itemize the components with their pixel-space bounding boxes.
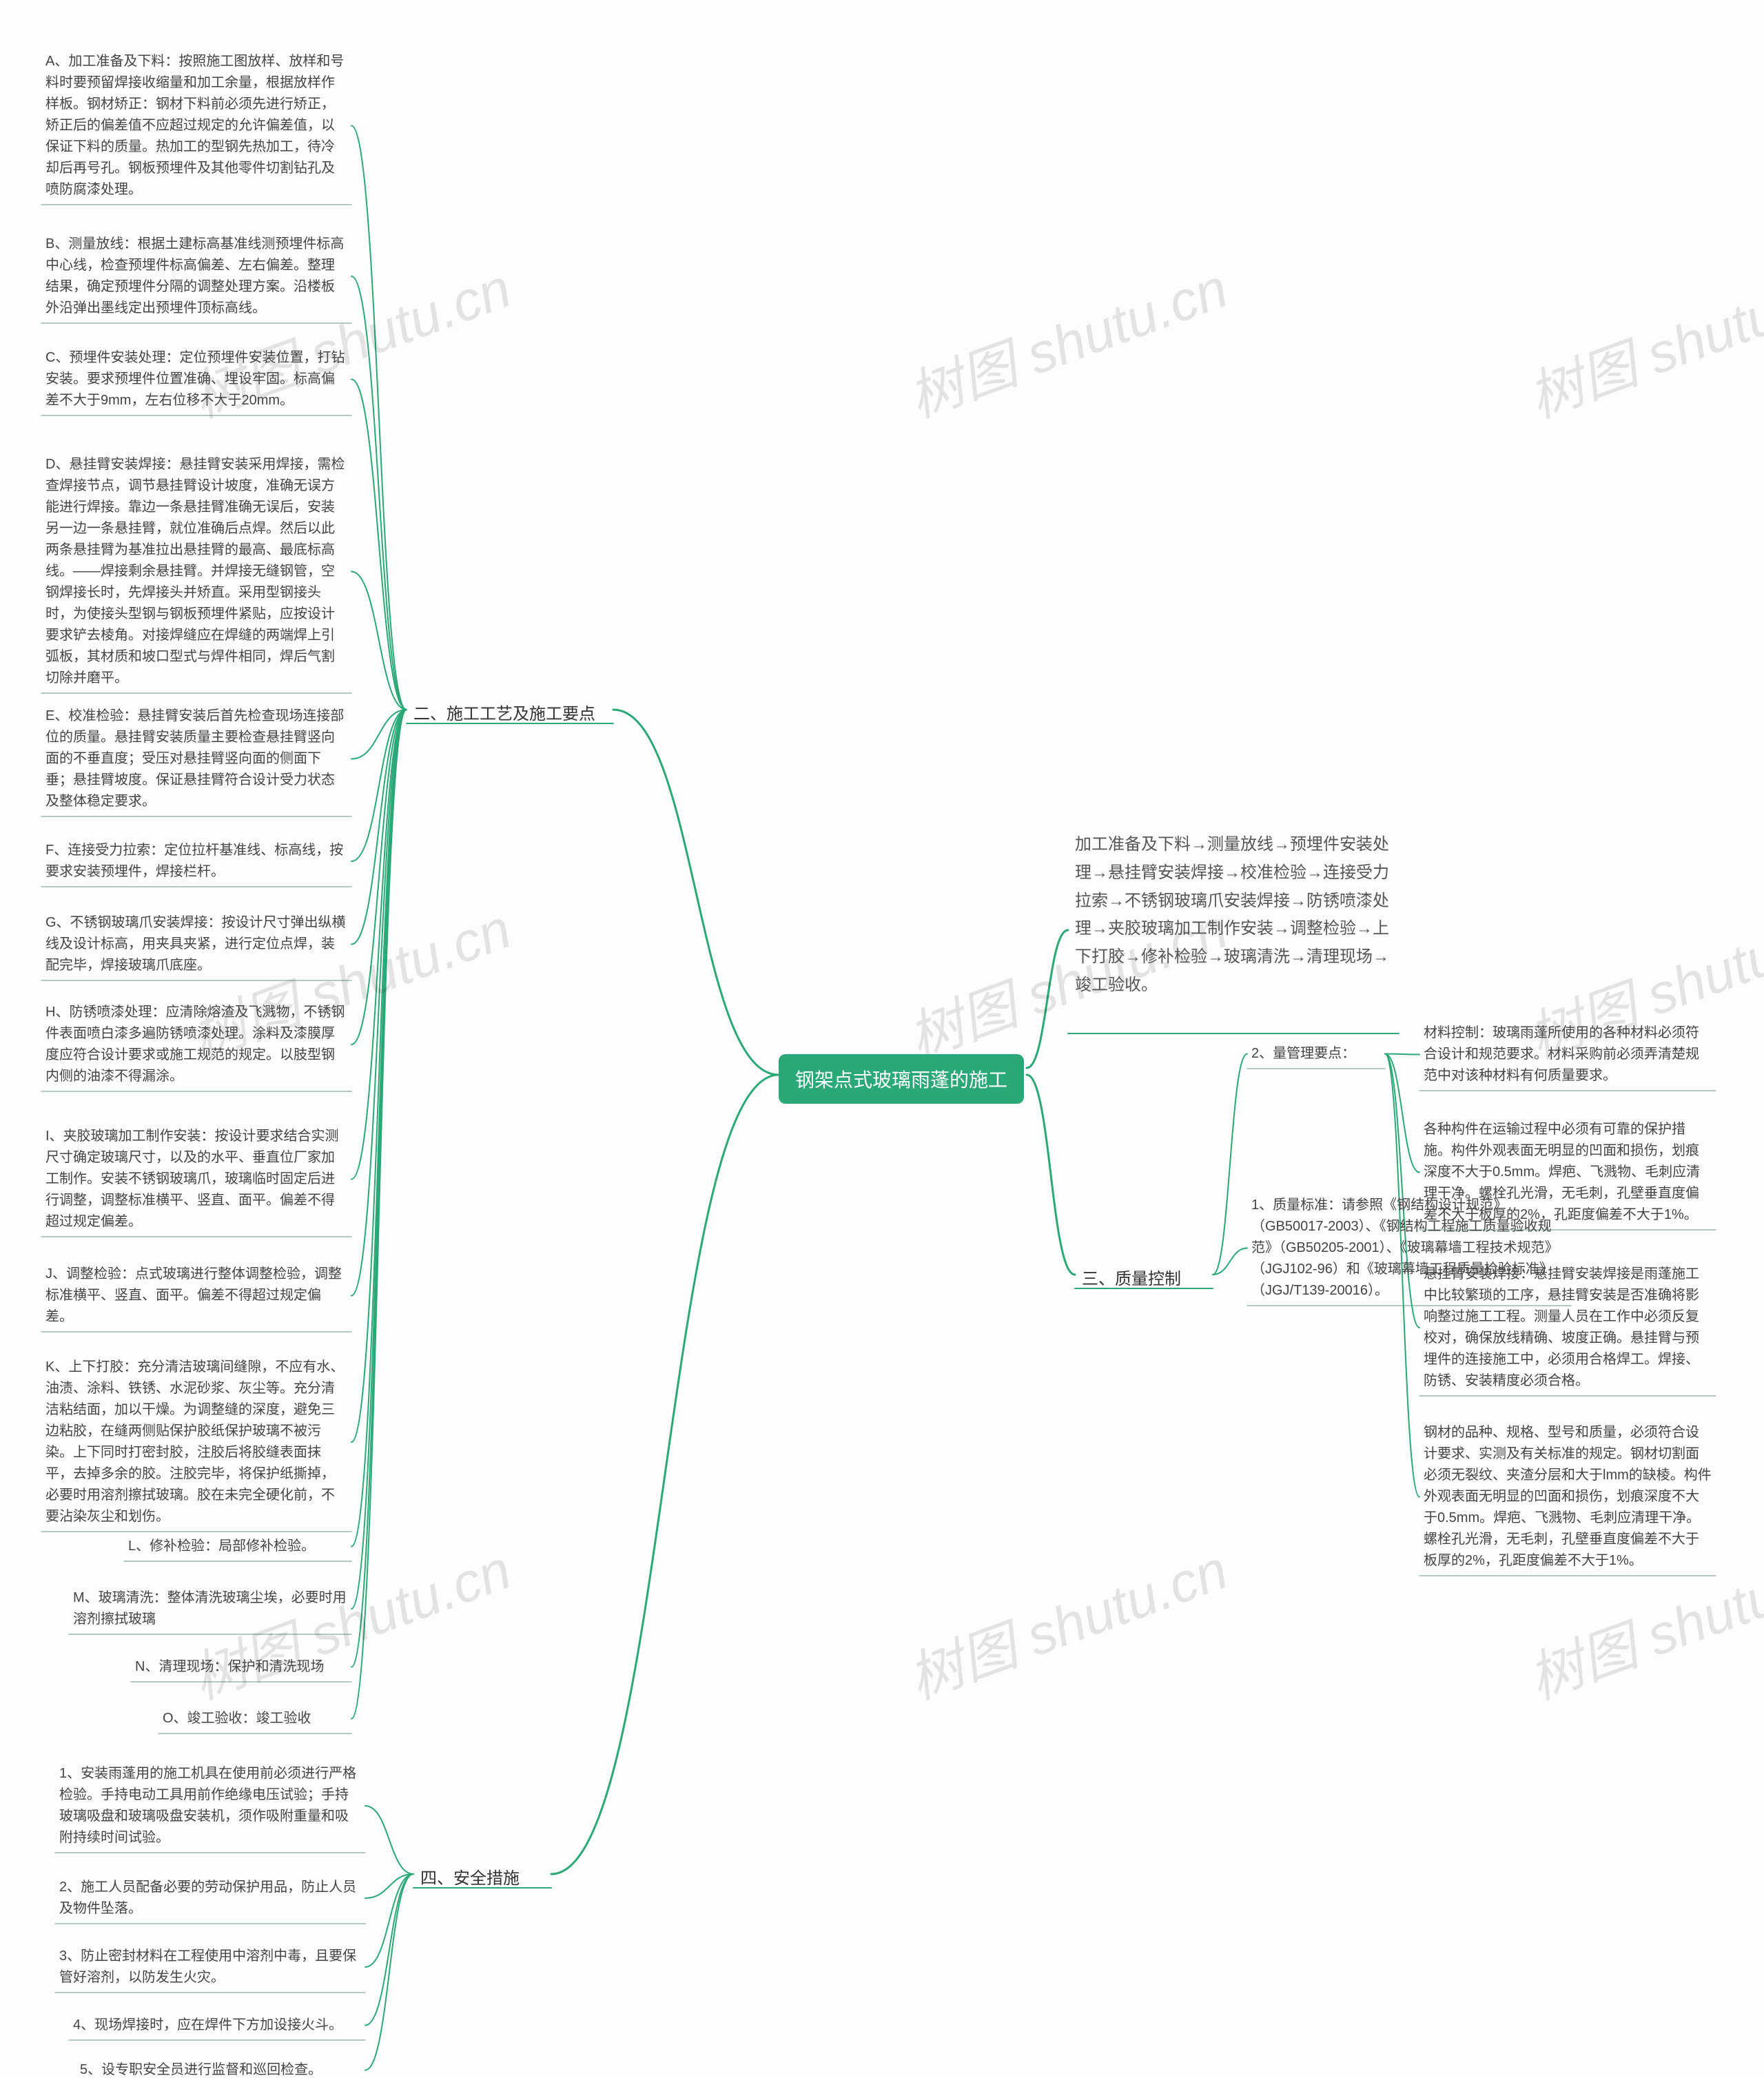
leaf-b2-2: C、预埋件安装处理：定位预埋件安装位置，打钻安装。要求预埋件位置准确、埋设牢固。… — [41, 344, 351, 414]
leaf-b2-10: K、上下打胶：充分清洁玻璃间缝隙，不应有水、油渍、涂料、铁锈、水泥砂浆、灰尘等。… — [41, 1354, 351, 1530]
leaf-b2-12: M、玻璃清洗：整体清洗玻璃尘埃，必要时用溶剂擦拭玻璃 — [69, 1585, 351, 1633]
branch-b3: 三、质量控制 — [1075, 1261, 1213, 1293]
leaf-b2-7: H、防锈喷漆处理：应清除熔渣及飞溅物，不锈钢件表面喷白漆多遍防锈喷漆处理。涂料及… — [41, 999, 351, 1090]
branch-b2: 二、施工工艺及施工要点 — [407, 696, 613, 728]
subleaf-b3-1-2: 悬挂臂安装焊接：悬挂臂安装焊接是雨蓬施工中比较繁琐的工序，悬挂臂安装是否准确将影… — [1419, 1261, 1716, 1395]
leaf-b2-11: L、修补检验：局部修补检验。 — [124, 1533, 351, 1560]
leaf-b2-5: F、连接受力拉索：定位拉杆基准线、标高线，按要求安装预埋件，焊接栏杆。 — [41, 837, 351, 885]
leaf-b2-0: A、加工准备及下料：按照施工图放样、放样和号料时要预留焊接收缩量和加工余量，根据… — [41, 48, 351, 203]
leaf-b2-3: D、悬挂臂安装焊接：悬挂臂安装采用焊接，需检查焊接节点，调节悬挂臂设计坡度，准确… — [41, 451, 351, 692]
process-summary: 加工准备及下料→测量放线→预埋件安装处理→悬挂臂安装焊接→校准检验→连接受力拉索… — [1068, 827, 1399, 1004]
root-node: 钢架点式玻璃雨蓬的施工 — [779, 1054, 1024, 1104]
leaf-b4-0: 1、安装雨蓬用的施工机具在使用前必须进行严格检验。手持电动工具用前作绝缘电压试验… — [55, 1760, 365, 1851]
subleaf-b3-1-3: 钢材的品种、规格、型号和质量，必须符合设计要求、实测及有关标准的规定。钢材切割面… — [1419, 1419, 1716, 1574]
leaf-b4-3: 4、现场焊接时，应在焊件下方加设接火斗。 — [69, 2012, 365, 2039]
mindmap-canvas: 树图 shutu.cn树图 shutu.cn树图 shutu.cn树图 shut… — [0, 0, 1764, 2078]
leaf-b3-1: 2、量管理要点： — [1247, 1040, 1385, 1067]
leaf-b2-14: O、竣工验收：竣工验收 — [158, 1705, 351, 1732]
subleaf-b3-1-1: 各种构件在运输过程中必须有可靠的保护措施。构件外观表面无明显的凹面和损伤，划痕深… — [1419, 1116, 1716, 1228]
leaf-b2-13: N、清理现场：保护和清洗现场 — [131, 1654, 351, 1680]
leaf-b2-8: I、夹胶玻璃加工制作安装：按设计要求结合实测尺寸确定玻璃尺寸，以及的水平、垂直位… — [41, 1123, 351, 1235]
watermark: 树图 shutu.cn — [1516, 244, 1764, 433]
leaf-b4-4: 5、设专职安全员进行监督和巡回检查。 — [76, 2057, 365, 2078]
leaf-b2-1: B、测量放线：根据土建标高基准线测预埋件标高中心线，检查预埋件标高偏差、左右偏差… — [41, 231, 351, 322]
leaf-b4-1: 2、施工人员配备必要的劳动保护用品，防止人员及物件坠落。 — [55, 1874, 365, 1922]
watermark: 树图 shutu.cn — [896, 1525, 1237, 1715]
subleaf-b3-1-0: 材料控制：玻璃雨蓬所使用的各种材料必须符合设计和规范要求。材料采购前必须弄清楚规… — [1419, 1020, 1716, 1089]
watermark: 树图 shutu.cn — [896, 244, 1237, 433]
leaf-b2-4: E、校准检验：悬挂臂安装后首先检查现场连接部位的质量。悬挂臂安装质量主要检查悬挂… — [41, 703, 351, 815]
leaf-b2-6: G、不锈钢玻璃爪安装焊接：按设计尺寸弹出纵横线及设计标高，用夹具夹紧，进行定位点… — [41, 909, 351, 979]
leaf-b2-9: J、调整检验：点式玻璃进行整体调整检验，调整标准横平、竖直、面平。偏差不得超过规… — [41, 1261, 351, 1330]
branch-b4: 四、安全措施 — [413, 1860, 551, 1893]
leaf-b4-2: 3、防止密封材料在工程使用中溶剂中毒，且要保管好溶剂，以防发生火灾。 — [55, 1943, 365, 1991]
